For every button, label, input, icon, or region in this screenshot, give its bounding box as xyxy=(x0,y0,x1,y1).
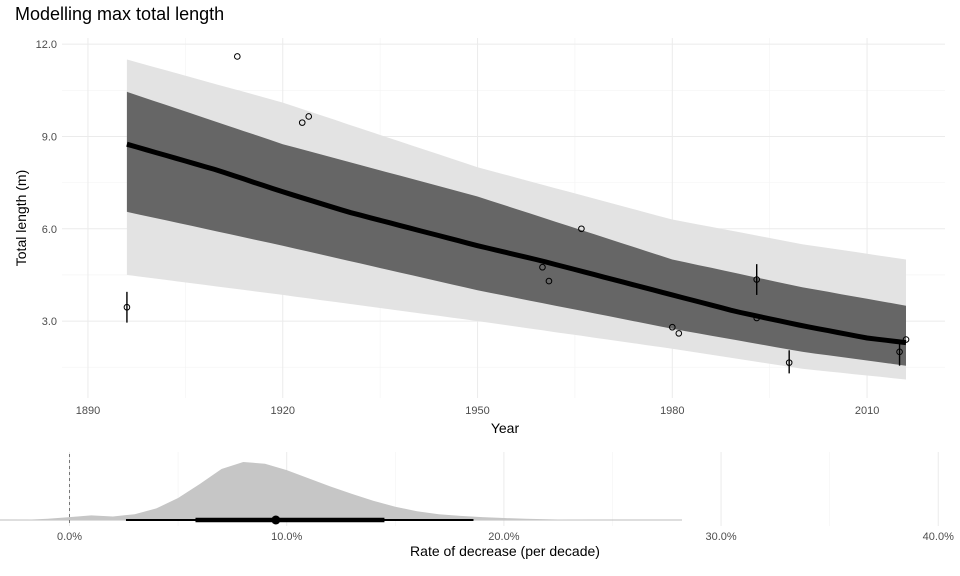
y-axis-label: Total length (m) xyxy=(13,170,29,266)
bottom-x-tick-labels: 0.0% 10.0% 20.0% 30.0% 40.0% xyxy=(57,531,954,543)
credible-bands xyxy=(126,59,906,380)
rate-density-panel: 0.0% 10.0% 20.0% 30.0% 40.0% Rate of decreas… xyxy=(0,452,954,559)
interval-summary xyxy=(125,515,474,525)
observation-point xyxy=(545,277,553,285)
observation-point xyxy=(578,225,585,233)
observation-point xyxy=(753,276,761,283)
time-series-panel: 1890 1920 1950 1980 2010 3.06.09.012.0 Year … xyxy=(13,38,945,436)
x-tick-label: 0.0% xyxy=(57,531,82,543)
point-estimate xyxy=(271,515,281,525)
y-tick-labels: 3.0 6.0 9.0 12.0 xyxy=(36,39,57,328)
x-tick-label: 20.0% xyxy=(488,531,519,543)
x-tick-labels: 1890 1920 1950 1980 2010 xyxy=(76,405,880,417)
x-tick-label: 30.0% xyxy=(705,531,736,543)
y-tick-label: 6.0 xyxy=(42,224,57,236)
observation-point xyxy=(123,303,131,311)
observation-point xyxy=(902,336,910,343)
x-axis-label: Year xyxy=(491,420,520,436)
observation-point xyxy=(305,113,313,120)
density-area-path xyxy=(0,462,591,520)
observation-point xyxy=(669,323,676,331)
x-tick-label: 40.0% xyxy=(923,531,954,543)
fit-line-path xyxy=(126,141,907,346)
y-tick-label: 9.0 xyxy=(42,131,57,143)
y-tick-label: 3.0 xyxy=(42,316,57,328)
bottom-x-axis-label: Rate of decrease (per decade) xyxy=(410,543,600,559)
chart-title: Modelling max total length xyxy=(15,4,224,24)
x-tick-label: 1980 xyxy=(660,405,684,417)
x-tick-label: 1950 xyxy=(465,405,489,417)
observations xyxy=(123,53,910,374)
observation-point xyxy=(298,119,306,126)
x-tick-label: 2010 xyxy=(855,405,879,417)
observation-point xyxy=(785,359,793,366)
x-tick-label: 1890 xyxy=(76,405,100,417)
observation-point xyxy=(896,348,903,356)
observation-point xyxy=(539,263,546,271)
y-tick-label: 12.0 xyxy=(36,39,57,51)
observation-point xyxy=(234,53,241,60)
fit-line xyxy=(126,141,907,346)
observation-point xyxy=(675,330,683,337)
density-area xyxy=(0,454,591,526)
observation-point xyxy=(753,314,761,322)
x-tick-label: 1920 xyxy=(271,405,295,417)
interval-80-band xyxy=(126,91,906,366)
x-tick-label: 10.0% xyxy=(271,531,302,543)
